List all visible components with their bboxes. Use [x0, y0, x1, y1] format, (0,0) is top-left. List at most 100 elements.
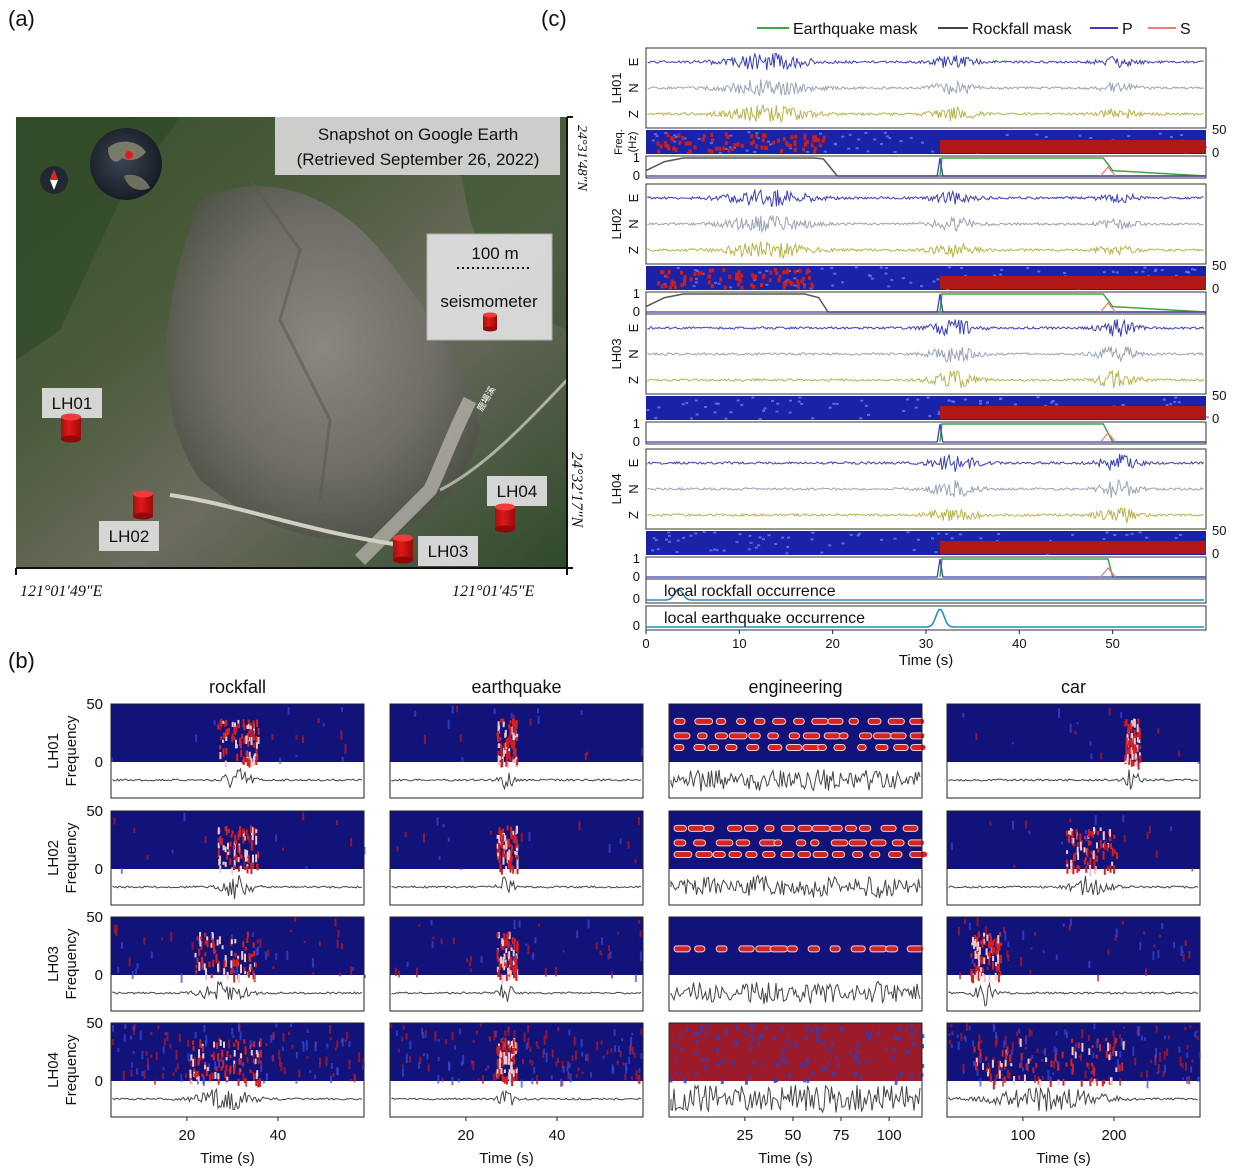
spectrogram-noise — [957, 1041, 960, 1051]
spectrogram-noise — [157, 1025, 160, 1030]
spectrogram-noise — [667, 531, 671, 534]
spectrogram-event — [246, 834, 249, 840]
spectrogram-event — [971, 942, 974, 946]
seismogram-n — [647, 478, 1204, 498]
panel-a-label: (a) — [8, 6, 35, 31]
spectrogram-noise — [704, 1065, 708, 1070]
spectrogram-noise — [205, 1035, 208, 1043]
spectrogram-event — [227, 851, 230, 855]
spectrogram-noise — [1030, 947, 1033, 950]
spectrogram-event — [218, 1037, 221, 1042]
spectrogram-noise — [250, 1042, 253, 1048]
spectrogram-noise — [822, 1027, 826, 1031]
spectrogram-event — [237, 955, 240, 960]
spectrogram-event — [989, 1073, 992, 1082]
spectrogram-noise — [336, 939, 339, 949]
spectrogram-event — [223, 1041, 225, 1048]
seismometer-bottom — [393, 556, 413, 564]
spectrogram-noise — [837, 1062, 841, 1067]
spectrogram-event — [667, 269, 671, 274]
spectrogram-noise — [839, 1027, 843, 1032]
spectrogram-event — [227, 728, 230, 735]
spectrogram-noise — [754, 546, 758, 549]
spectrogram-event — [198, 1049, 200, 1058]
spectrogram-event — [235, 739, 237, 749]
seismometer-bottom — [61, 435, 81, 443]
spectrogram-noise — [390, 1024, 393, 1028]
spectrogram-noise — [785, 552, 789, 555]
spectrogram-event — [693, 145, 697, 150]
spectrogram-noise — [1025, 1037, 1028, 1042]
spectrogram-event — [198, 962, 201, 971]
spectrogram-band — [785, 744, 803, 751]
spectrogram-event — [1113, 849, 1116, 854]
spectrogram-noise — [150, 1031, 153, 1036]
spectrogram-noise — [1184, 1027, 1187, 1031]
spectrogram-event — [247, 719, 250, 725]
station-label: LH04 — [609, 473, 624, 504]
spectrogram-noise — [130, 1035, 132, 1040]
spectrogram-event — [496, 966, 499, 973]
ytick-label: 50 — [86, 909, 103, 926]
spectrogram-noise — [532, 952, 535, 960]
spectrogram-noise — [302, 735, 304, 743]
spectrogram-noise — [664, 132, 668, 134]
spectrogram-noise — [257, 1050, 260, 1055]
spectrogram-event — [813, 149, 817, 154]
component-label: Z — [626, 110, 641, 118]
spectrogram-cell — [668, 1022, 925, 1118]
spectrogram-event — [516, 859, 519, 865]
spectrogram-noise — [1191, 268, 1194, 271]
spectrogram — [947, 704, 1200, 762]
occurrence-line — [646, 608, 1205, 628]
spectrogram-noise — [470, 1060, 473, 1065]
spectrogram-noise — [867, 1037, 871, 1041]
seismometer-icon — [483, 312, 497, 332]
spectrogram-noise — [337, 929, 340, 938]
spectrogram-noise — [322, 723, 325, 727]
spectrogram-event — [515, 720, 518, 728]
spectrogram-noise — [267, 949, 270, 957]
spectrogram-event — [234, 722, 236, 727]
spectrogram-event — [509, 856, 512, 863]
spectrogram-event — [496, 955, 499, 959]
spectrogram-event — [508, 849, 511, 858]
spectrogram-event — [205, 973, 208, 981]
spectrogram-event — [247, 739, 250, 747]
p-pick-line — [646, 423, 1206, 443]
spectrogram-event — [225, 728, 228, 737]
spectrogram-noise — [856, 1042, 860, 1047]
spectrogram-band — [773, 839, 783, 847]
spectrogram-noise — [748, 1075, 752, 1080]
spectrogram-event — [981, 957, 984, 965]
spectrogram-noise — [665, 538, 668, 541]
spectrogram-event — [778, 274, 782, 279]
earthquake-mask-line — [939, 423, 1206, 443]
spectrogram-event — [752, 284, 756, 289]
spectrogram-event — [212, 1055, 215, 1061]
spectrogram-noise — [1053, 1061, 1055, 1069]
spectrogram-event — [810, 282, 814, 287]
spectrogram-noise — [568, 1063, 571, 1069]
spectrogram-noise — [921, 1034, 925, 1039]
spectrogram-event — [216, 939, 219, 946]
spectrogram-band — [673, 839, 687, 847]
spectrogram-event — [250, 825, 252, 833]
spectrogram-noise — [675, 1058, 679, 1063]
spectrogram-event — [244, 849, 247, 858]
spectrogram-noise — [639, 930, 642, 937]
spectrogram-event — [510, 726, 513, 735]
spectrogram-noise — [654, 133, 657, 135]
spectrogram-noise — [651, 549, 655, 552]
spectrogram-noise — [278, 1049, 281, 1060]
spectrogram-event — [808, 275, 811, 280]
spectrogram-noise — [796, 270, 800, 272]
spectrogram-noise — [911, 1041, 915, 1046]
spectrogram-noise — [682, 536, 686, 539]
spectrogram-noise — [162, 1073, 165, 1079]
spectrogram-noise — [1031, 1054, 1034, 1059]
component-label: Z — [626, 246, 641, 254]
spectrogram-event — [231, 721, 234, 727]
spectrogram-noise — [888, 137, 892, 139]
